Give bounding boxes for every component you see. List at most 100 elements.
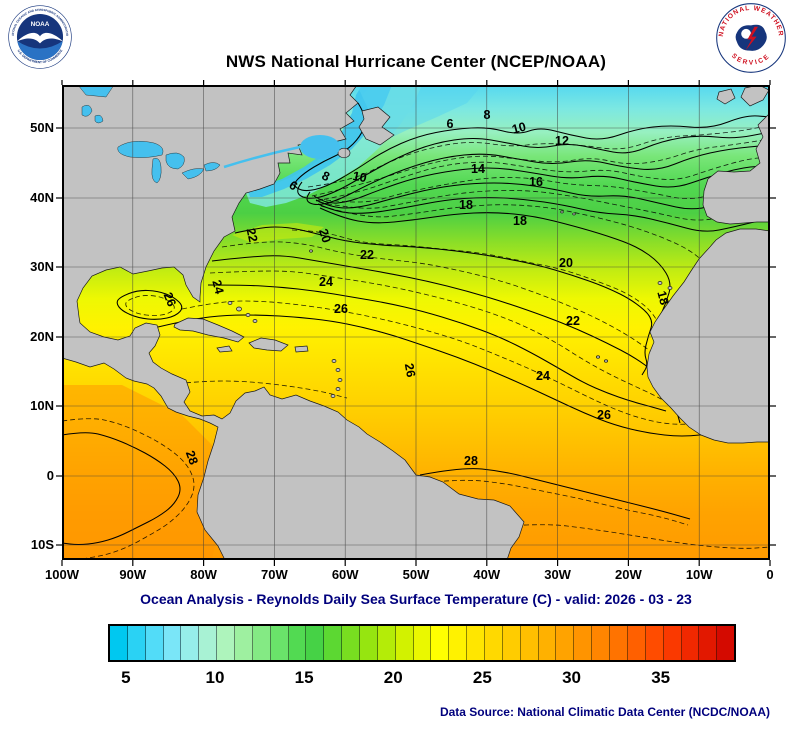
isotherm-label: 10 — [510, 120, 527, 137]
colorbar-tick-label: 15 — [294, 668, 314, 687]
nws-logo: NATIONAL WEATHER SERVICE — [716, 3, 786, 73]
lon-axis-label: 10W — [685, 567, 713, 582]
colorbar-cell — [681, 626, 700, 660]
colorbar-cell — [252, 626, 271, 660]
isotherm-label: 18 — [459, 198, 473, 212]
colorbar-cell — [235, 626, 253, 660]
colorbar-cell — [360, 626, 378, 660]
colorbar-cell — [199, 626, 218, 660]
colorbar-cell — [377, 626, 396, 660]
landmass-ireland — [716, 88, 736, 105]
lon-axis-label: 70W — [261, 567, 288, 582]
island-puerto-rico — [294, 345, 309, 353]
lon-axis-label: 60W — [331, 567, 359, 582]
lon-axis-label: 40W — [473, 567, 501, 582]
st-lawrence-river — [223, 145, 301, 169]
isotherm-label: 22 — [566, 314, 580, 328]
sst-map: 6 8 10 12 6 8 10 14 16 18 18 18 20 20 22 22 22 24 24 24 26 26… — [56, 80, 776, 566]
isotherm-label: 6 — [447, 117, 454, 131]
colorbar-cell — [485, 626, 503, 660]
isotherm-label: 18 — [513, 214, 527, 228]
lon-axis-label: 30W — [544, 567, 571, 582]
colorbar-cell — [592, 626, 611, 660]
colorbar-cell — [288, 626, 307, 660]
colorbar-tick-label: 20 — [383, 668, 403, 687]
isotherm-label: 18 — [654, 289, 671, 306]
isotherm-label: 14 — [471, 162, 485, 176]
colorbar-cell — [431, 626, 450, 660]
isotherm-label: 22 — [360, 248, 374, 262]
colorbar-cell — [324, 626, 343, 660]
isotherm-label: 26 — [161, 290, 179, 308]
nws-lightning-icon — [745, 26, 758, 51]
colorbar-tick-label: 5 — [121, 668, 131, 687]
colorbar-cell — [467, 626, 486, 660]
isotherm-label: 20 — [559, 256, 573, 270]
isotherm-label: 28 — [183, 449, 201, 467]
lakes — [77, 85, 340, 184]
colorbar — [108, 624, 736, 662]
colorbar-cell — [181, 626, 200, 660]
isotherm-label: 22 — [244, 227, 261, 244]
lat-axis-label: 40N — [30, 190, 54, 205]
colorbar-cell — [145, 626, 164, 660]
nws-cloud-icon — [741, 28, 751, 39]
landmass-iberia-france — [702, 112, 770, 225]
colorbar-cell — [127, 626, 146, 660]
isotherm-label: 10 — [352, 169, 368, 185]
page-title: NWS National Hurricane Center (NCEP/NOAA… — [225, 52, 607, 71]
colorbar-tick-label: 10 — [205, 668, 225, 687]
landmass-newfoundland — [358, 106, 395, 146]
colorbar-cell — [163, 626, 182, 660]
colorbar-cell — [538, 626, 557, 660]
colorbar-cell — [502, 626, 521, 660]
noaa-logo-text: NOAA — [31, 21, 50, 28]
landmass-americas — [62, 85, 525, 560]
island-jamaica — [216, 345, 233, 353]
island-cuba — [173, 317, 245, 343]
colorbar-cell — [699, 626, 718, 660]
colorbar-cell — [110, 626, 128, 660]
landmass-britain — [740, 85, 770, 107]
nws-logo-svg: NATIONAL WEATHER SERVICE — [716, 3, 786, 73]
colorbar-cell — [395, 626, 414, 660]
landmass-africa — [646, 228, 770, 444]
lat-axis-label: 0 — [46, 468, 54, 483]
isotherm-label: 24 — [319, 275, 333, 289]
colorbar-cell — [663, 626, 682, 660]
colorbar-cell — [217, 626, 236, 660]
lat-axis-label: 30N — [30, 259, 54, 274]
lon-axis-label: 100W — [45, 567, 79, 582]
colorbar-cell — [610, 626, 628, 660]
isotherm-label: 16 — [529, 175, 543, 189]
colorbar-cell — [449, 626, 468, 660]
colorbar-cell — [306, 626, 325, 660]
colorbar-cell — [270, 626, 289, 660]
graticule — [62, 85, 770, 560]
isotherm-label: 26 — [402, 362, 418, 378]
isotherm-label: 24 — [536, 369, 550, 383]
colorbar-tick-label: 35 — [651, 668, 671, 687]
map-border — [62, 85, 770, 560]
isotherm-label: 28 — [464, 454, 478, 468]
lon-axis-label: 80W — [190, 567, 217, 582]
noaa-logo-svg: NATIONAL OCEANIC AND ATMOSPHERIC ADMINIS… — [7, 2, 72, 69]
lat-axis-label: 10N — [30, 398, 54, 413]
colorbar-cell — [574, 626, 593, 660]
isotherm-label: 20 — [316, 227, 334, 245]
isotherm-label: 26 — [597, 408, 611, 422]
isotherm-label: 12 — [555, 134, 569, 148]
colorbar-cell — [645, 626, 664, 660]
lon-axis-label: 20W — [615, 567, 642, 582]
colorbar-cell — [556, 626, 575, 660]
lon-axis-label: 90W — [119, 567, 147, 582]
colorbar-tick-label: 25 — [472, 668, 492, 687]
axis-ticks — [56, 80, 776, 566]
lon-axis-label: 0 — [766, 567, 774, 582]
isotherm-label: 24 — [209, 278, 226, 295]
colorbar-cell — [520, 626, 539, 660]
colorbar-cell — [413, 626, 432, 660]
lat-axis-label: 10S — [30, 537, 54, 552]
